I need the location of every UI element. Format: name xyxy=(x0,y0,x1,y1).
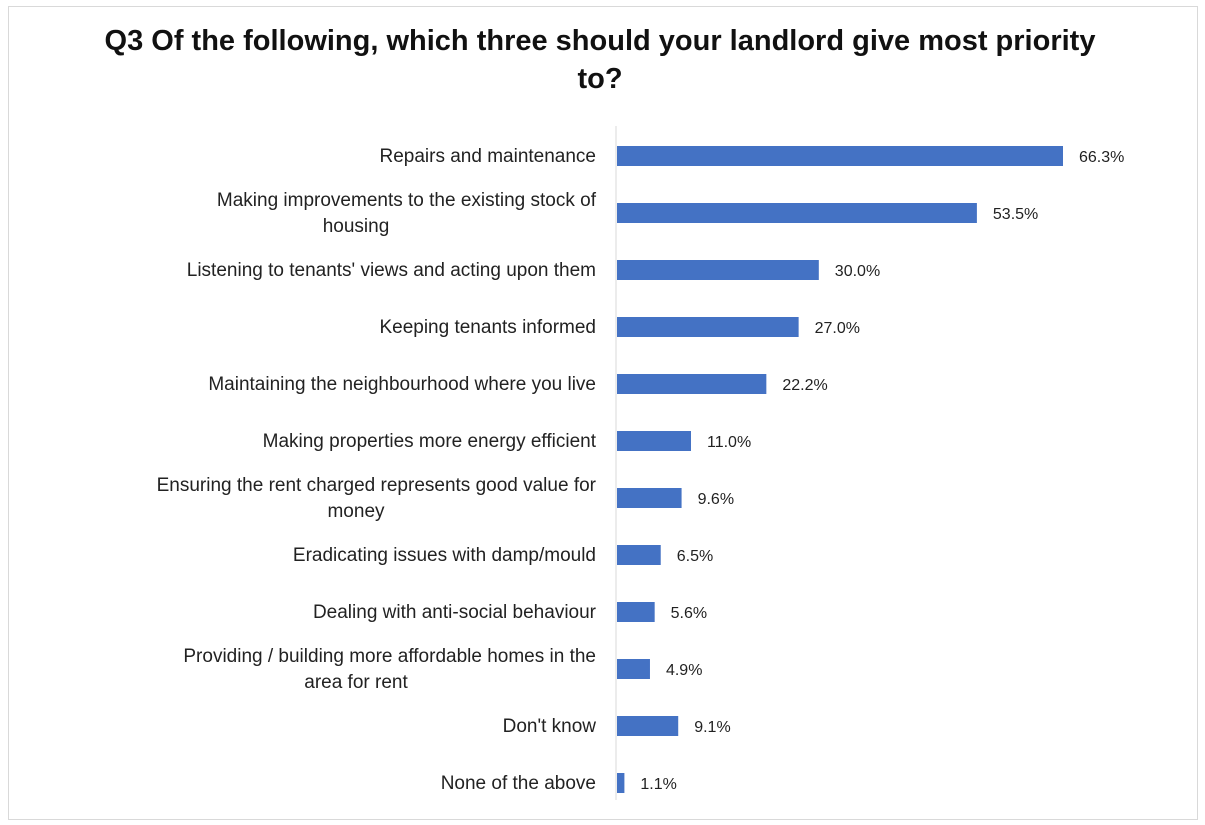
category-label: Eradicating issues with damp/mould xyxy=(293,545,596,566)
category-label: Listening to tenants' views and acting u… xyxy=(187,260,596,281)
bar xyxy=(617,317,799,337)
bar xyxy=(617,146,1063,166)
bar xyxy=(617,773,625,793)
data-label: 5.6% xyxy=(671,605,707,622)
bar xyxy=(617,545,661,565)
data-label: 6.5% xyxy=(677,548,713,565)
data-label: 22.2% xyxy=(782,377,827,394)
bar xyxy=(617,716,679,736)
data-label: 4.9% xyxy=(666,662,702,679)
category-label: Making properties more energy efficient xyxy=(263,431,597,452)
category-label: Repairs and maintenance xyxy=(379,146,596,167)
data-label: 9.6% xyxy=(698,491,734,508)
category-label: Ensuring the rent charged represents goo… xyxy=(157,475,597,496)
category-label: money xyxy=(327,501,385,522)
bar xyxy=(617,659,650,679)
category-label: Providing / building more affordable hom… xyxy=(183,646,596,667)
category-label: Dealing with anti-social behaviour xyxy=(313,602,597,623)
chart-frame xyxy=(8,6,1198,820)
chart-title: Q3 Of the following, which three should … xyxy=(104,25,1096,95)
category-label: Making improvements to the existing stoc… xyxy=(217,190,597,211)
category-label: Maintaining the neighbourhood where you … xyxy=(208,374,596,395)
data-label: 1.1% xyxy=(640,776,676,793)
data-label: 11.0% xyxy=(707,434,751,451)
data-label: 53.5% xyxy=(993,206,1038,223)
bar xyxy=(617,431,691,451)
bar xyxy=(617,602,655,622)
category-label: Don't know xyxy=(503,716,597,737)
category-label: Keeping tenants informed xyxy=(379,317,596,338)
category-label: area for rent xyxy=(304,672,408,693)
bar xyxy=(617,488,682,508)
data-label: 27.0% xyxy=(815,320,860,337)
category-label: None of the above xyxy=(441,773,596,794)
data-label: 9.1% xyxy=(694,719,730,736)
category-label: housing xyxy=(323,216,390,237)
bar xyxy=(617,374,767,394)
data-label: 30.0% xyxy=(835,263,880,280)
data-label: 66.3% xyxy=(1079,149,1124,166)
bar xyxy=(617,203,977,223)
bar xyxy=(617,260,819,280)
